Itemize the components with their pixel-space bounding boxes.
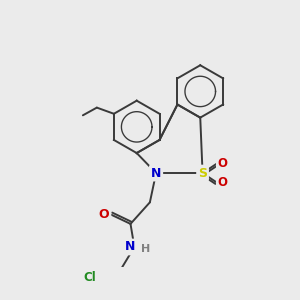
Text: O: O <box>218 176 228 189</box>
Text: O: O <box>218 157 228 170</box>
Text: N: N <box>124 241 135 254</box>
Text: Cl: Cl <box>83 271 96 284</box>
Text: N: N <box>151 167 161 180</box>
Text: S: S <box>198 167 207 180</box>
Text: O: O <box>99 208 110 221</box>
Text: H: H <box>141 244 150 254</box>
